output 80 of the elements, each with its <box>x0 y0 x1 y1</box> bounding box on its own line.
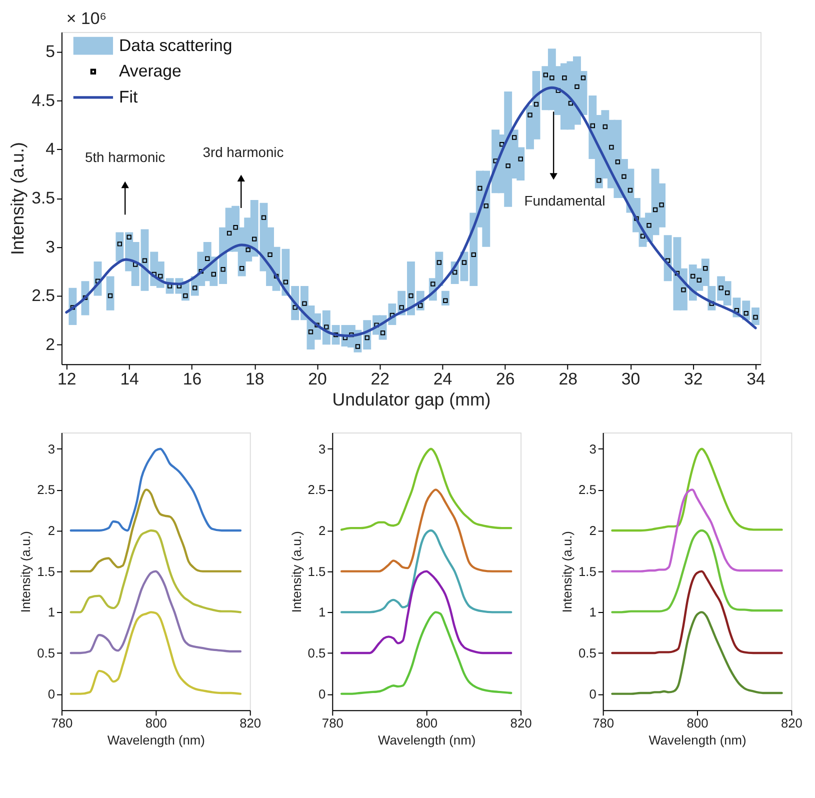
y-tick-label: 2.5 <box>37 482 56 498</box>
x-tick-label: 18 <box>245 369 264 388</box>
y-tick-label: 2 <box>48 522 56 538</box>
y-tick-label: 0.5 <box>308 645 326 660</box>
x-tick-label: 16 <box>182 369 202 388</box>
y-tick-label: 3 <box>48 441 56 456</box>
line-series <box>611 570 783 654</box>
y-tick-label: 2 <box>589 522 596 538</box>
y-tick-label: 0 <box>589 686 596 702</box>
line-series <box>340 488 512 572</box>
x-tick-label: 34 <box>746 369 766 388</box>
line-series <box>611 611 783 695</box>
legend-label: Data scattering <box>118 36 232 55</box>
y-tick-label: 3 <box>318 441 326 456</box>
y-tick-label: 3 <box>46 237 56 256</box>
y-tick-label: 3.5 <box>32 188 56 208</box>
y-tick-label: 0 <box>48 686 56 702</box>
x-tick-label: 780 <box>592 715 614 730</box>
x-tick-label: 14 <box>120 369 139 388</box>
x-tick-label: 32 <box>684 369 703 388</box>
x-tick-label: 780 <box>322 715 344 730</box>
text: × 10⁶ <box>66 9 107 28</box>
line-series <box>340 611 512 695</box>
line-series <box>70 488 242 572</box>
y-tick-label: 0 <box>318 686 326 702</box>
legend-label: Average <box>118 62 182 81</box>
y-tick-label: 2.5 <box>308 482 326 498</box>
x-tick-label: 800 <box>145 715 167 730</box>
y-tick-label: 4 <box>46 140 56 159</box>
line-series <box>70 570 242 654</box>
y-tick-label: 1 <box>589 604 596 620</box>
x-tick-label: 800 <box>416 715 438 730</box>
annotation: 5th harmonic <box>84 149 166 166</box>
y-axis-title: Intensity (a.u.) <box>8 142 28 256</box>
y-axis-title: Intensity (a.u.) <box>18 531 34 613</box>
line-series <box>611 529 783 614</box>
y-tick-label: 2.5 <box>32 286 56 306</box>
y-tick-label: 3 <box>589 441 596 456</box>
x-axis-title: Wavelength (nm) <box>378 732 476 748</box>
x-axis-title: Wavelength (nm) <box>648 732 746 748</box>
line-series <box>340 570 512 654</box>
x-tick-label: 780 <box>51 715 73 730</box>
legend-label: Fit <box>118 87 138 106</box>
y-tick-label: 0.5 <box>578 645 596 660</box>
x-tick-label: 22 <box>370 369 390 388</box>
y-tick-label: 4.5 <box>32 90 56 110</box>
x-tick-label: 12 <box>58 369 76 388</box>
x-tick-label: 820 <box>240 715 262 730</box>
line-series <box>70 448 242 532</box>
x-tick-label: 28 <box>558 369 578 388</box>
y-axis-title: Intensity (a.u.) <box>560 531 575 613</box>
line-series <box>340 529 512 614</box>
x-tick-label: 820 <box>780 715 802 730</box>
y-tick-label: 5 <box>46 42 56 61</box>
y-tick-label: 1 <box>318 604 326 620</box>
x-tick-label: 20 <box>308 369 327 388</box>
x-tick-label: 24 <box>433 369 452 388</box>
annotation: 3rd harmonic <box>202 144 284 160</box>
y-tick-label: 1.5 <box>308 564 326 579</box>
y-tick-label: 2 <box>318 522 326 538</box>
y-tick-label: 2.5 <box>578 482 596 498</box>
x-axis-title: Wavelength (nm) <box>107 732 205 748</box>
y-tick-label: 1 <box>48 604 56 620</box>
bar <box>106 276 114 310</box>
y-tick-label: 1.5 <box>37 564 56 579</box>
line-series <box>611 448 783 532</box>
annotation: Fundamental <box>524 192 606 208</box>
line-series <box>70 611 242 695</box>
line-series <box>340 448 512 531</box>
x-tick-label: 30 <box>621 369 640 388</box>
line-series <box>70 529 242 614</box>
y-tick-label: 0.5 <box>37 645 56 660</box>
y-axis-title: Intensity (a.u.) <box>288 531 304 613</box>
x-tick-label: 820 <box>510 715 532 730</box>
y-tick-label: 1.5 <box>578 564 596 579</box>
x-tick-label: 26 <box>496 369 515 388</box>
x-tick-label: 800 <box>686 715 708 730</box>
y-tick-label: 2 <box>46 335 56 354</box>
x-axis-title: Undulator gap (mm) <box>332 389 491 410</box>
line-series <box>611 488 783 572</box>
